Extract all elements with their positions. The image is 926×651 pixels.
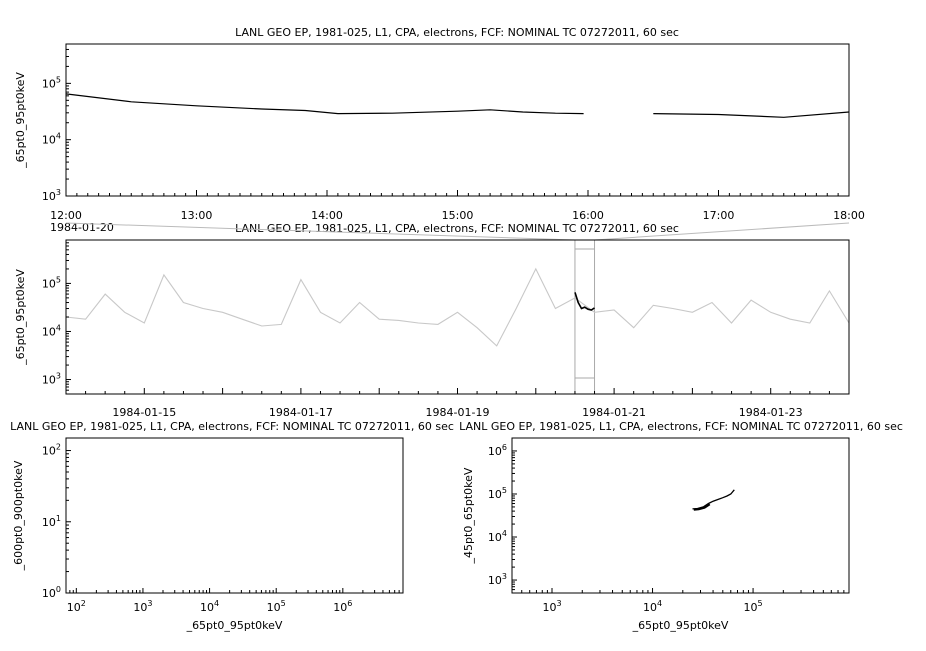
- bottom-right-x-tick-label: 105: [744, 599, 763, 614]
- top-x-tick-label: 15:00: [442, 209, 474, 222]
- middle-x-tick-label: 1984-01-23: [739, 406, 803, 419]
- bottom-left-x-tick-label: 106: [333, 599, 352, 614]
- bottom-right-y-tick-label: 103: [488, 572, 507, 587]
- top-y-tick-label: 103: [42, 188, 61, 203]
- middle-chart-title: LANL GEO EP, 1981-025, L1, CPA, electron…: [235, 222, 679, 235]
- bottom-right-y-tick-label: 104: [488, 529, 507, 544]
- middle-x-tick-label: 1984-01-21: [582, 406, 646, 419]
- top-chart-title: LANL GEO EP, 1981-025, L1, CPA, electron…: [235, 26, 679, 39]
- top-x-date-label: 1984-01-20: [50, 221, 114, 234]
- middle-x-tick-label: 1984-01-17: [269, 406, 333, 419]
- top-x-tick-label: 18:00: [833, 209, 865, 222]
- bottom-right-y-tick-label: 105: [488, 486, 507, 501]
- top-x-tick-label: 16:00: [572, 209, 604, 222]
- middle-highlight-window: [574, 239, 596, 395]
- bottom-right-series-line: [692, 489, 735, 510]
- bottom-right-plot-frame: [511, 437, 850, 594]
- top-series-line: [65, 93, 850, 118]
- bottom-left-chart-title: LANL GEO EP, 1981-025, L1, CPA, electron…: [10, 420, 454, 433]
- middle-plot-frame: [65, 239, 850, 395]
- middle-x-tick-label: 1984-01-15: [112, 406, 176, 419]
- top-x-tick-label: 17:00: [703, 209, 735, 222]
- middle-y-tick-label: 104: [42, 323, 61, 338]
- bottom-left-y-axis-label: _600pt0_900pt0keV: [12, 460, 25, 571]
- bottom-left-y-tick-label: 102: [42, 443, 61, 458]
- bottom-right-y-tick-label: 106: [488, 443, 507, 458]
- top-x-tick-label: 14:00: [311, 209, 343, 222]
- top-y-tick-label: 104: [42, 132, 61, 147]
- bottom-left-y-tick-label: 101: [42, 514, 61, 529]
- middle-series-line: [574, 292, 595, 311]
- zoom-connector-left: [65, 222, 575, 241]
- bottom-right-chart-title: LANL GEO EP, 1981-025, L1, CPA, electron…: [459, 420, 903, 433]
- middle-y-axis-label: _65pt0_95pt0keV: [14, 269, 27, 366]
- top-plot-frame: [65, 43, 850, 197]
- top-x-tick-label: 12:00: [50, 209, 82, 222]
- bottom-right-y-axis-label: _45pt0_65pt0keV: [462, 467, 475, 564]
- bottom-left-plot-frame: [65, 437, 404, 594]
- middle-x-tick-label: 1984-01-19: [426, 406, 490, 419]
- middle-y-tick-label: 105: [42, 275, 61, 290]
- zoom-connector-right: [594, 222, 850, 241]
- bottom-left-y-tick-label: 100: [42, 585, 61, 600]
- middle-series-line: [65, 267, 850, 347]
- bottom-left-x-tick-label: 103: [133, 599, 152, 614]
- bottom-right-x-tick-label: 104: [643, 599, 662, 614]
- middle-y-tick-label: 103: [42, 372, 61, 387]
- bottom-right-x-axis-label: _65pt0_95pt0keV: [632, 619, 729, 632]
- bottom-left-x-tick-label: 105: [267, 599, 286, 614]
- bottom-left-x-tick-label: 102: [67, 599, 86, 614]
- top-y-tick-label: 105: [42, 75, 61, 90]
- top-x-tick-label: 13:00: [181, 209, 213, 222]
- top-y-axis-label: _65pt0_95pt0keV: [14, 72, 27, 169]
- bottom-left-x-tick-label: 104: [200, 599, 219, 614]
- bottom-left-x-axis-label: _65pt0_95pt0keV: [186, 619, 283, 632]
- bottom-right-series-line-dense: [693, 503, 711, 511]
- bottom-right-x-tick-label: 103: [542, 599, 561, 614]
